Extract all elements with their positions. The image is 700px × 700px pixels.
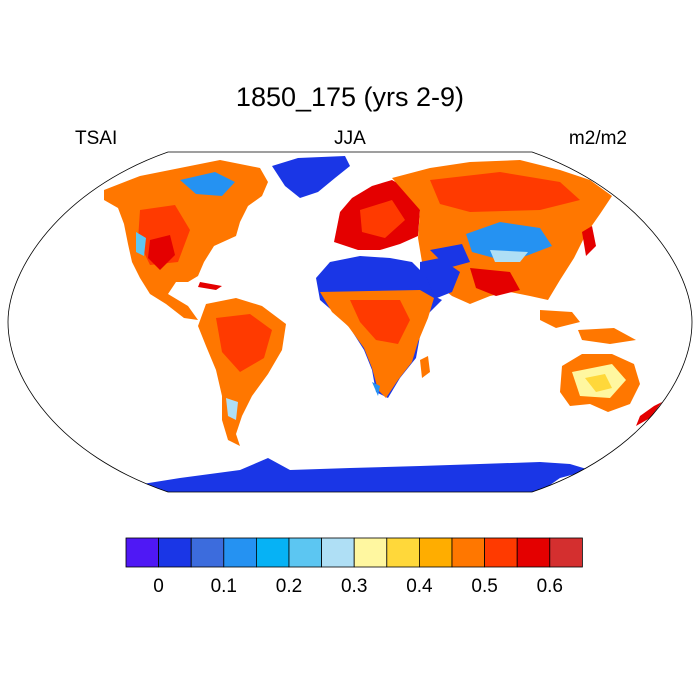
colorbar-swatch — [125, 537, 159, 568]
colorbar-tick-label: 0.3 — [341, 576, 367, 597]
colorbar-tick-label: 0 — [153, 576, 164, 597]
colorbar-swatch — [223, 537, 257, 568]
colorbar-swatch — [353, 537, 388, 568]
colorbar-swatch — [418, 537, 453, 568]
land-fill — [104, 156, 662, 492]
colorbar-tick-label: 0.1 — [211, 576, 237, 597]
variable-label: TSAI — [75, 128, 118, 149]
colorbar-swatch — [158, 537, 192, 568]
colorbar-swatch — [190, 537, 225, 568]
greenland — [272, 156, 350, 198]
plot-title: 1850_175 (yrs 2-9) — [235, 82, 465, 112]
colorbar-swatch — [484, 537, 518, 568]
colorbar-swatch — [451, 537, 485, 568]
colorbar-tick-label: 0.2 — [276, 576, 302, 597]
colorbar-swatch — [255, 537, 290, 568]
colorbar-swatch — [321, 537, 355, 568]
units-label: m2/m2 — [568, 128, 627, 149]
colorbar-swatch — [386, 537, 420, 568]
colorbar-swatch — [516, 537, 551, 568]
antarctica — [130, 458, 590, 492]
colorbar-swatch — [288, 537, 322, 568]
season-label: JJA — [334, 128, 366, 149]
colorbar-swatch — [549, 537, 583, 568]
map-boundary — [7, 151, 693, 493]
colorbar-tick-label: 0.6 — [537, 576, 563, 597]
colorbar-tick-label: 0.4 — [406, 576, 433, 597]
colorbar-tick-label: 0.5 — [471, 576, 497, 597]
